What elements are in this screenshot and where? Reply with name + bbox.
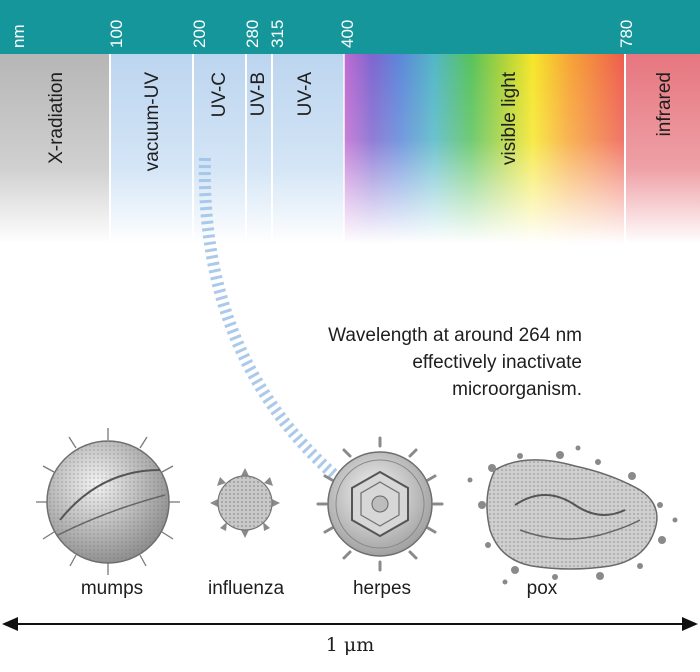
scale-bar — [2, 617, 698, 631]
pox-virus-icon — [467, 445, 678, 585]
herpes-label: herpes — [352, 578, 412, 599]
scale-arrow-right-icon — [682, 617, 698, 631]
uv-band — [110, 54, 344, 244]
scale-label: 1 μm — [325, 634, 375, 656]
divider-400 — [343, 54, 345, 244]
pox-label: pox — [526, 578, 558, 599]
influenza-label: influenza — [207, 578, 285, 599]
caption-line-1: Wavelength at around 264 nm — [328, 325, 582, 346]
divider-780 — [624, 54, 626, 244]
scale-arrow-left-icon — [2, 617, 18, 631]
infrared-band — [626, 54, 700, 244]
wavelength-header — [0, 0, 700, 54]
mumps-virus-icon — [36, 428, 180, 575]
visible-band-fade — [344, 54, 626, 244]
divider-280 — [245, 54, 247, 244]
caption-line-2: effectively inactivate — [412, 352, 582, 373]
caption-line-3: microorganism. — [452, 379, 582, 400]
mumps-label: mumps — [80, 578, 144, 599]
caption: Wavelength at around 264 nm effectively … — [328, 322, 582, 403]
divider-315 — [271, 54, 273, 244]
influenza-virus-icon — [210, 468, 280, 538]
divider-200 — [192, 54, 194, 244]
herpes-virus-icon — [316, 436, 444, 572]
xray-band — [0, 54, 110, 244]
divider-100 — [109, 54, 111, 244]
